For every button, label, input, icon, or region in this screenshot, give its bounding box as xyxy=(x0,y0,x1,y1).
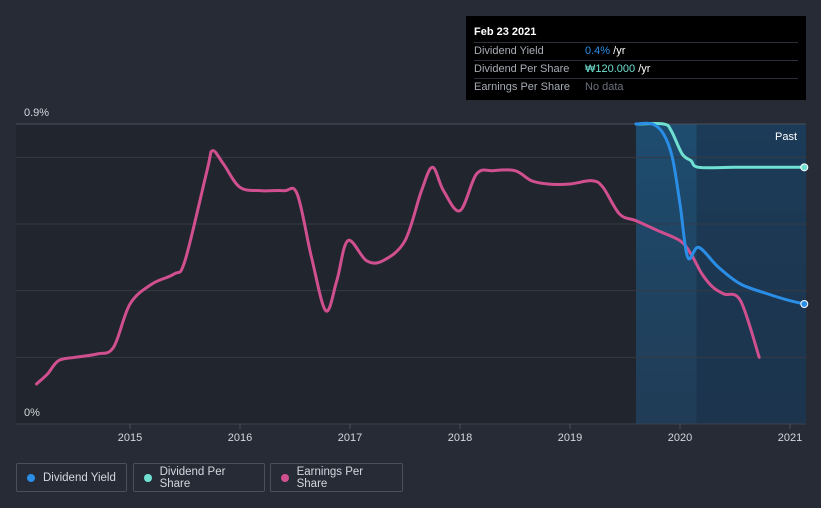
tooltip-unit: /yr xyxy=(635,63,651,75)
legend-dot xyxy=(281,473,289,482)
gridlines xyxy=(16,123,806,358)
legend-dot xyxy=(27,473,35,482)
series-line-dividend-per-share xyxy=(634,122,806,170)
tooltip-value: 0.4% xyxy=(585,45,611,57)
tooltip-row-dividend-per-share: Dividend Per Share ₩120.000 /yr xyxy=(474,60,798,78)
legend-label: Dividend Yield xyxy=(43,471,116,484)
legend-label: Dividend Per Share xyxy=(159,465,226,490)
x-tick-label: 2015 xyxy=(118,432,142,444)
tooltip-row-dividend-yield: Dividend Yield 0.4% /yr xyxy=(474,42,798,60)
series-line-earnings-per-share xyxy=(35,149,761,386)
tooltip-row-earnings-per-share: Earnings Per Share No data xyxy=(474,78,798,96)
tooltip-date: Feb 23 2021 xyxy=(474,26,537,38)
past-label: Past xyxy=(775,131,797,143)
x-tick-label: 2018 xyxy=(448,432,472,444)
tooltip-value: No data xyxy=(585,81,624,93)
series-line-dividend-yield xyxy=(634,121,806,306)
y-tick-label-top: 0.9% xyxy=(24,107,49,119)
tooltip-label: Dividend Yield xyxy=(474,45,544,57)
tooltip: Feb 23 2021 Dividend Yield 0.4% /yr Divi… xyxy=(466,16,806,100)
tooltip-unit: /yr xyxy=(610,45,626,57)
legend-item-dividend-per-share[interactable]: Dividend Per Share xyxy=(133,463,265,492)
tooltip-label: Earnings Per Share xyxy=(474,81,570,93)
x-axis-ticks: 2015 2016 2017 2018 2019 2020 2021 xyxy=(118,424,802,444)
tooltip-label: Dividend Per Share xyxy=(474,63,570,75)
past-region-dark xyxy=(696,124,806,424)
y-tick-label-bottom: 0% xyxy=(24,407,40,419)
tooltip-value: ₩120.000 xyxy=(585,63,636,75)
x-tick-label: 2020 xyxy=(668,432,692,444)
series-endpoint-dividend-yield xyxy=(800,300,809,308)
x-tick-label: 2021 xyxy=(778,432,802,444)
legend-item-earnings-per-share[interactable]: Earnings Per Share xyxy=(270,463,403,492)
legend-label: Earnings Per Share xyxy=(296,465,364,490)
x-tick-label: 2019 xyxy=(558,432,582,444)
legend-item-dividend-yield[interactable]: Dividend Yield xyxy=(16,463,127,492)
series-endpoint-dividend-per-share xyxy=(800,163,809,172)
x-tick-label: 2016 xyxy=(228,432,252,444)
x-tick-label: 2017 xyxy=(338,432,362,444)
legend-dot xyxy=(144,473,152,482)
series-lines xyxy=(35,121,809,386)
